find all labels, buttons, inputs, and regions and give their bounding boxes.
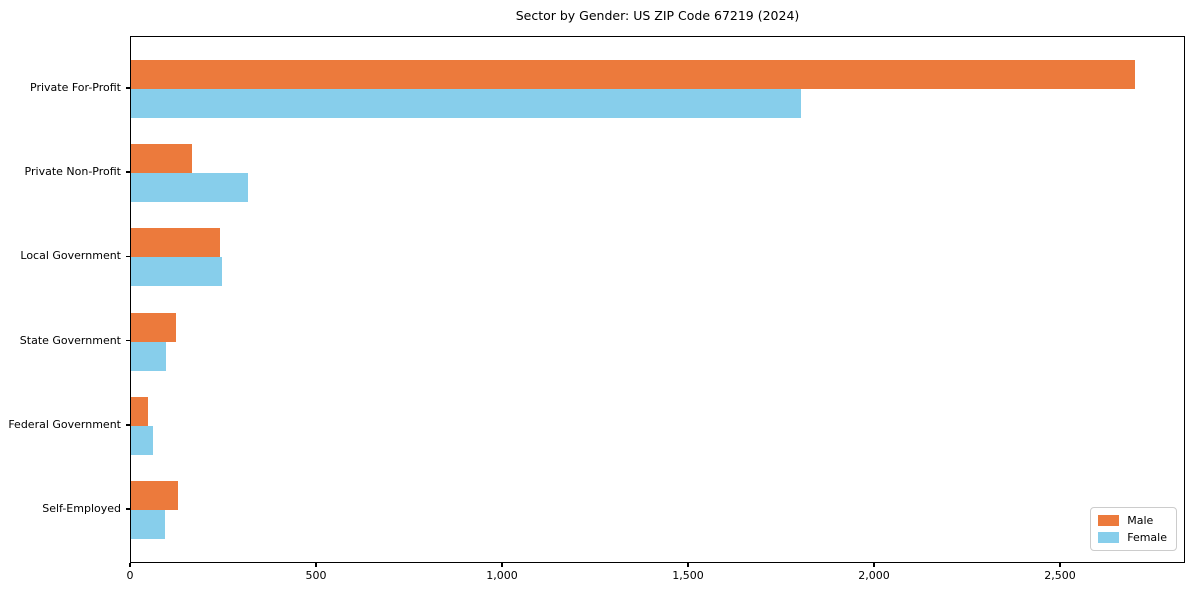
y-tick-mark: [126, 171, 130, 173]
y-tick-label: Self-Employed: [42, 502, 121, 515]
x-tick-mark: [873, 563, 875, 567]
x-tick-mark: [687, 563, 689, 567]
x-tick-label: 1,000: [486, 569, 518, 582]
bar-female-0: [131, 89, 801, 118]
y-tick-mark: [126, 339, 130, 342]
bar-male-5: [131, 481, 178, 510]
y-tick-label: Federal Government: [8, 417, 121, 431]
bar-male-0: [131, 60, 1136, 89]
bar-male-1: [131, 144, 193, 174]
y-tick-mark: [126, 255, 130, 258]
legend-swatch-male: [1098, 515, 1120, 526]
plot-area: Male Female: [130, 36, 1185, 563]
bar-female-1: [131, 173, 249, 203]
legend-label: Female: [1127, 531, 1167, 544]
legend-swatch-female: [1098, 532, 1120, 543]
x-tick-mark: [1059, 563, 1061, 567]
x-tick-mark: [315, 563, 317, 567]
y-tick-mark: [126, 508, 130, 510]
legend-label: Male: [1127, 514, 1154, 527]
bar-female-4: [131, 425, 154, 455]
y-tick-mark: [126, 87, 130, 89]
y-tick-mark: [126, 424, 130, 426]
y-tick-label: Private For-Profit: [30, 81, 121, 94]
legend-row: Male: [1098, 514, 1167, 527]
chart-title: Sector by Gender: US ZIP Code 67219 (202…: [515, 8, 800, 23]
x-tick-label: 2,500: [1044, 569, 1076, 582]
x-tick-label: 500: [305, 569, 327, 582]
bar-male-4: [131, 396, 148, 426]
y-tick-label: Local Government: [20, 249, 121, 263]
bar-male-2: [131, 228, 221, 258]
bar-female-5: [131, 510, 165, 539]
x-tick-mark: [501, 563, 503, 567]
x-tick-label: 2,000: [858, 569, 890, 582]
y-tick-label: Private Non-Profit: [24, 165, 121, 179]
x-tick-label: 0: [126, 569, 134, 582]
y-tick-label: State Government: [19, 333, 121, 347]
bar-female-2: [131, 257, 223, 287]
legend: Male Female: [1090, 507, 1177, 551]
bar-female-3: [131, 341, 167, 371]
bar-male-3: [131, 312, 176, 342]
x-tick-mark: [129, 563, 131, 567]
x-tick-label: 1,500: [672, 569, 704, 582]
legend-row: Female: [1098, 531, 1167, 544]
